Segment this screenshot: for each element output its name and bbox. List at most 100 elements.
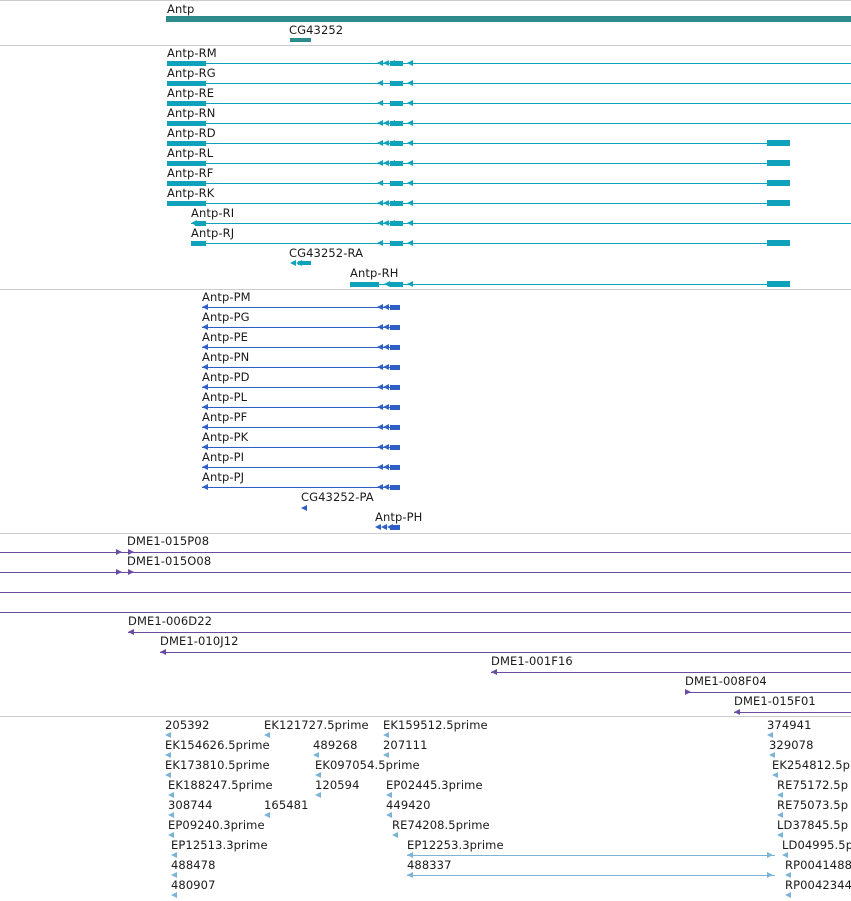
feature-label: 329078 <box>769 738 814 752</box>
feature-label: DME1-015F01 <box>734 694 816 708</box>
strand-left-arrow-icon <box>296 260 302 266</box>
strand-left-arrow-icon <box>165 772 171 778</box>
exon-block <box>167 141 206 146</box>
feature-label: Antp-RG <box>167 66 216 80</box>
strand-left-arrow-icon <box>377 324 383 330</box>
strand-left-arrow-icon <box>383 384 389 390</box>
feature-label: DME1-015P08 <box>127 534 210 548</box>
feature-label: Antp-PG <box>202 310 250 324</box>
feature-label: 120594 <box>315 778 360 792</box>
feature-label: EK121727.5prime <box>264 718 369 732</box>
strand-left-arrow-icon <box>377 220 383 226</box>
exon-block <box>767 160 790 166</box>
intron-line <box>167 123 851 124</box>
strand-left-arrow-icon <box>407 160 413 166</box>
strand-left-arrow-icon <box>389 140 395 146</box>
strand-left-arrow-icon <box>202 304 208 310</box>
strand-left-arrow-icon <box>389 220 395 226</box>
strand-left-arrow-icon <box>301 505 307 511</box>
strand-left-arrow-icon <box>383 60 389 66</box>
feature-label: CG43252-PA <box>301 490 374 504</box>
feature-label: RE74208.5prime <box>392 818 490 832</box>
strand-left-arrow-icon <box>128 629 134 635</box>
feature-label: RP0041488 <box>785 858 851 872</box>
exon-block <box>167 161 206 166</box>
exon-block <box>390 525 400 530</box>
feature-label: 374941 <box>767 718 812 732</box>
exon-block <box>390 121 403 126</box>
strand-right-arrow-icon <box>128 569 134 575</box>
feature-label: Antp-RJ <box>191 226 235 240</box>
strand-left-arrow-icon <box>377 100 383 106</box>
feature-label: Antp-PH <box>375 510 423 524</box>
strand-left-arrow-icon <box>202 344 208 350</box>
strand-left-arrow-icon <box>171 852 177 858</box>
intron-line <box>202 347 400 348</box>
strand-right-arrow-icon <box>116 549 122 555</box>
intron-line <box>167 183 790 184</box>
strand-right-arrow-icon <box>116 569 122 575</box>
strand-left-arrow-icon <box>491 669 497 675</box>
strand-left-arrow-icon <box>407 220 413 226</box>
strand-left-arrow-icon <box>202 364 208 370</box>
exon-block <box>390 282 403 287</box>
strand-right-arrow-icon <box>767 872 773 878</box>
strand-left-arrow-icon <box>734 709 740 715</box>
exon-block <box>390 445 400 450</box>
exon-block <box>298 261 311 265</box>
strand-right-arrow-icon <box>685 689 691 695</box>
feature-label: EK159512.5prime <box>383 718 488 732</box>
exon-block <box>390 345 400 350</box>
strand-left-arrow-icon <box>377 464 383 470</box>
strand-left-arrow-icon <box>202 324 208 330</box>
intron-line <box>202 367 400 368</box>
intron-line <box>407 875 775 876</box>
strand-left-arrow-icon <box>407 100 413 106</box>
strand-left-arrow-icon <box>407 240 413 246</box>
feature-label: Antp-PM <box>202 290 251 304</box>
exon-block <box>167 181 206 186</box>
strand-left-arrow-icon <box>315 792 321 798</box>
exon-block <box>167 121 206 126</box>
feature-label: 488478 <box>171 858 216 872</box>
strand-left-arrow-icon <box>407 872 413 878</box>
exon-block <box>767 281 790 287</box>
strand-left-arrow-icon <box>383 220 389 226</box>
feature-label: Antp-PF <box>202 410 248 424</box>
exon-block <box>390 201 403 206</box>
feature-label: Antp-RN <box>167 106 216 120</box>
exon-block <box>350 282 379 287</box>
feature-label: Antp-RH <box>350 266 399 280</box>
strand-left-arrow-icon <box>264 812 270 818</box>
strand-left-arrow-icon <box>407 852 413 858</box>
strand-left-arrow-icon <box>168 812 174 818</box>
feature-label: EP12253.3prime <box>407 838 504 852</box>
feature-label: CG43252 <box>289 23 344 37</box>
intron-line <box>167 103 851 104</box>
strand-left-arrow-icon <box>202 424 208 430</box>
strand-left-arrow-icon <box>202 384 208 390</box>
strand-left-arrow-icon <box>202 404 208 410</box>
strand-left-arrow-icon <box>168 792 174 798</box>
exon-block <box>390 181 403 186</box>
strand-left-arrow-icon <box>377 344 383 350</box>
strand-left-arrow-icon <box>389 160 395 166</box>
strand-left-arrow-icon <box>202 444 208 450</box>
exon-block <box>390 101 403 106</box>
strand-left-arrow-icon <box>202 464 208 470</box>
feature-label: 480907 <box>171 878 216 892</box>
exon-block <box>390 305 400 310</box>
exon-block <box>390 365 400 370</box>
strand-left-arrow-icon <box>383 140 389 146</box>
strand-left-arrow-icon <box>313 752 319 758</box>
strand-left-arrow-icon <box>407 281 413 287</box>
intron-line <box>734 712 851 713</box>
feature-label: Antp-PN <box>202 350 250 364</box>
intron-line <box>491 672 851 673</box>
feature-label: Antp-RF <box>167 166 214 180</box>
track-divider <box>0 289 851 290</box>
strand-left-arrow-icon <box>407 120 413 126</box>
strand-left-arrow-icon <box>160 649 166 655</box>
strand-left-arrow-icon <box>785 872 791 878</box>
